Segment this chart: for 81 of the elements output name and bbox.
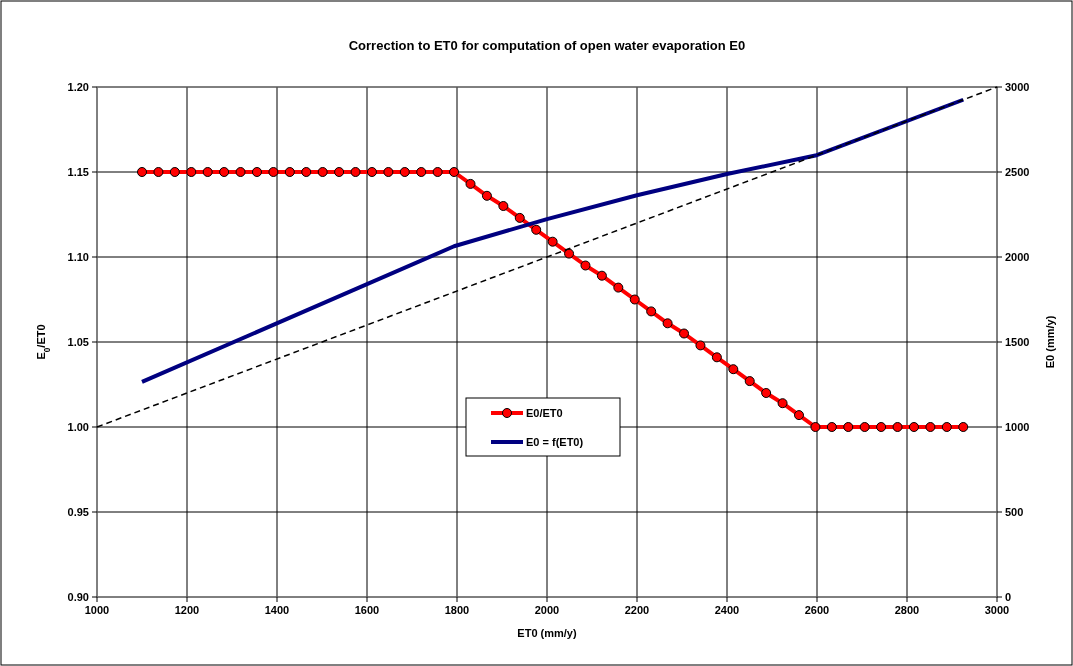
- point: [826, 422, 837, 432]
- x-tick-label: 1000: [84, 604, 110, 616]
- y-tick-label: 1.20: [67, 81, 89, 93]
- y-tick-label: 1.15: [67, 166, 89, 178]
- point: [153, 167, 164, 177]
- point: [646, 306, 657, 317]
- point: [580, 260, 591, 271]
- x-tick-label: 1200: [174, 604, 200, 616]
- x-tick-label: 1600: [354, 604, 380, 616]
- x-tick-label: 2200: [624, 604, 650, 616]
- point: [859, 422, 870, 432]
- y2-tick-label: 0: [1005, 591, 1012, 603]
- x-tick-label: 2000: [534, 604, 560, 616]
- point: [449, 167, 460, 177]
- point: [284, 167, 295, 177]
- point: [564, 248, 575, 259]
- point: [547, 236, 558, 247]
- point: [695, 340, 706, 351]
- point: [366, 167, 377, 177]
- point: [761, 388, 772, 398]
- point: [498, 201, 509, 211]
- point: [235, 167, 246, 177]
- point: [613, 282, 624, 293]
- point: [876, 422, 887, 432]
- y2-tick-label: 1000: [1005, 421, 1030, 433]
- point: [186, 167, 197, 177]
- point: [744, 376, 755, 387]
- point: [679, 328, 690, 339]
- point: [350, 167, 361, 177]
- point: [399, 167, 410, 177]
- point: [465, 178, 476, 189]
- point: [219, 167, 230, 177]
- point: [662, 318, 673, 329]
- point: [908, 422, 919, 432]
- point: [958, 422, 969, 432]
- point: [531, 224, 542, 235]
- point: [596, 270, 607, 281]
- y-tick-label: 1.00: [67, 421, 89, 433]
- point: [481, 190, 492, 201]
- point: [941, 422, 952, 432]
- point: [317, 167, 328, 177]
- x-tick-label: 1800: [444, 604, 470, 616]
- y2-tick-label: 2000: [1005, 251, 1030, 263]
- y2-axis-title: E0 (mm/y): [1044, 315, 1056, 369]
- point: [202, 167, 213, 177]
- point: [301, 167, 312, 177]
- point: [432, 167, 443, 177]
- point: [892, 422, 903, 432]
- x-tick-label: 2400: [714, 604, 740, 616]
- legend-label: E0 = f(ET0): [526, 436, 584, 448]
- x-axis-title: ET0 (mm/y): [517, 627, 577, 639]
- point: [514, 212, 525, 223]
- y2-tick-label: 2500: [1005, 166, 1030, 178]
- y2-tick-label: 3000: [1005, 81, 1030, 93]
- point: [843, 422, 854, 432]
- point: [810, 422, 821, 432]
- x-tick-label: 3000: [984, 604, 1010, 616]
- point: [416, 167, 427, 177]
- point: [251, 167, 262, 177]
- point: [777, 398, 788, 409]
- x-tick-label: 2600: [804, 604, 830, 616]
- point: [137, 167, 147, 177]
- point: [334, 167, 345, 177]
- point: [794, 410, 804, 421]
- y-tick-label: 1.10: [67, 251, 89, 263]
- y2-tick-label: 500: [1005, 506, 1024, 518]
- x-tick-label: 1400: [264, 604, 290, 616]
- point: [711, 352, 722, 363]
- point: [629, 294, 640, 305]
- point: [383, 167, 394, 177]
- point: [925, 422, 936, 432]
- y-tick-label: 1.05: [67, 336, 89, 348]
- legend-label: E0/ET0: [526, 407, 563, 419]
- point: [728, 364, 739, 375]
- point: [169, 167, 180, 177]
- y-tick-label: 0.90: [67, 591, 89, 603]
- x-tick-label: 2800: [894, 604, 920, 616]
- chart-title: Correction to ET0 for computation of open water evaporation E0: [348, 38, 746, 53]
- y2-tick-label: 1500: [1005, 336, 1030, 348]
- point: [268, 167, 279, 177]
- y-tick-label: 0.95: [67, 506, 89, 518]
